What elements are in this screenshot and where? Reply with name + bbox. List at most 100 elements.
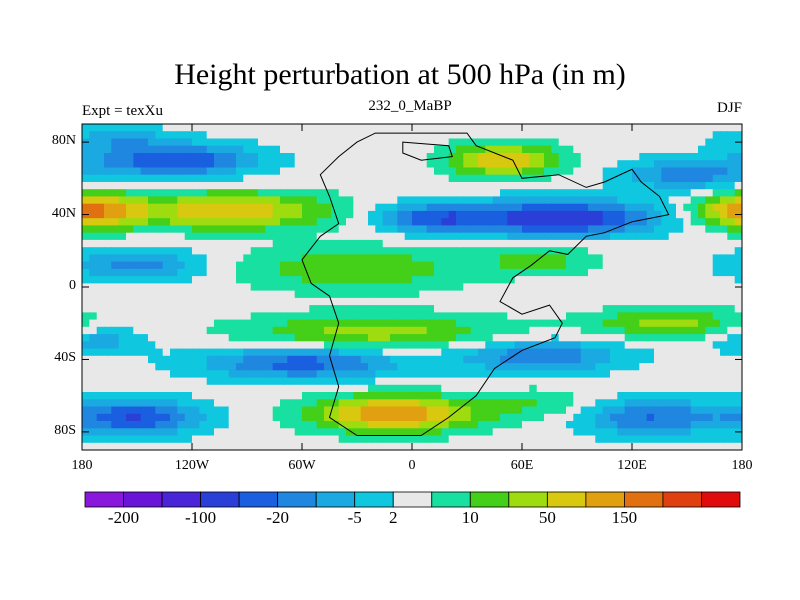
field-cell <box>82 319 90 328</box>
field-cell <box>720 442 728 450</box>
field-cell <box>676 348 684 357</box>
field-cell <box>82 131 90 139</box>
field-cell <box>294 341 303 350</box>
field-cell <box>346 189 354 197</box>
field-cell <box>206 196 215 205</box>
field-cell <box>338 326 347 335</box>
field-cell <box>478 203 486 212</box>
field-cell <box>192 131 200 139</box>
field-cell <box>617 355 626 364</box>
field-cell <box>155 319 164 328</box>
field-cell <box>162 124 171 132</box>
field-cell <box>265 247 274 255</box>
field-cell <box>96 348 105 357</box>
field-cell <box>96 124 105 132</box>
field-cell <box>646 174 655 183</box>
field-cell <box>177 421 186 429</box>
field-cell <box>595 218 604 226</box>
field-cell <box>654 218 662 226</box>
colorbar-label: -5 <box>347 508 362 527</box>
field-cell <box>148 435 156 444</box>
field-cell <box>118 363 127 371</box>
field-cell <box>360 334 369 342</box>
field-cell <box>82 297 90 306</box>
field-cell <box>558 225 567 234</box>
field-cell <box>602 218 611 226</box>
colorbar-box <box>392 491 433 508</box>
field-cell <box>228 319 237 328</box>
x-tick-label: 60E <box>510 458 534 473</box>
field-cell <box>617 428 626 437</box>
field-cell <box>331 290 340 299</box>
field-cell <box>507 428 516 437</box>
field-cell <box>573 218 582 226</box>
field-cell <box>199 355 208 364</box>
field-cell <box>485 319 494 328</box>
field-cell <box>177 363 186 371</box>
field-cell <box>243 384 252 393</box>
field-cell <box>228 341 237 350</box>
field-cell <box>720 196 728 205</box>
field-cell <box>448 203 457 212</box>
field-cell <box>214 239 222 248</box>
field-cell <box>470 268 479 277</box>
field-cell <box>111 421 120 429</box>
field-cell <box>346 392 354 400</box>
field-cell <box>734 305 742 313</box>
field-cell <box>485 276 494 284</box>
field-cell <box>522 160 530 168</box>
field-cell <box>544 225 552 234</box>
field-cell <box>727 153 736 161</box>
pangaea-coastline <box>301 132 670 436</box>
field-cell <box>463 182 472 190</box>
field-cell <box>639 210 648 219</box>
field-cell <box>184 377 193 386</box>
field-cell <box>654 297 662 306</box>
field-cell <box>610 326 618 335</box>
field-cell <box>302 196 310 205</box>
field-cell <box>470 145 479 154</box>
field-cell <box>324 182 332 190</box>
field-cell <box>214 167 222 176</box>
field-cell <box>558 261 567 270</box>
field-cell <box>595 239 604 248</box>
field-cell <box>265 290 274 299</box>
field-cell <box>104 428 112 437</box>
field-cell <box>118 232 127 241</box>
field-cell <box>155 189 164 197</box>
field-cell <box>184 297 193 306</box>
field-cell <box>214 153 222 161</box>
field-cell <box>382 319 391 328</box>
field-cell <box>734 203 742 212</box>
field-cell <box>654 153 662 161</box>
y-tick-label: 40N <box>51 205 76 221</box>
field-cell <box>199 145 208 154</box>
field-cell <box>507 442 516 450</box>
field-cell <box>434 138 442 147</box>
field-cell <box>441 428 450 437</box>
field-cell <box>140 145 149 154</box>
field-cell <box>148 196 156 205</box>
field-cell <box>162 384 171 393</box>
field-cell <box>727 305 736 313</box>
field-cell <box>639 189 648 197</box>
field-cell <box>426 377 435 386</box>
field-cell <box>353 413 362 422</box>
field-cell <box>96 428 105 437</box>
field-cell <box>448 160 457 168</box>
field-cell <box>544 174 552 183</box>
field-cell <box>632 124 640 132</box>
field-cell <box>243 290 252 299</box>
field-cell <box>148 413 156 422</box>
field-cell <box>514 377 523 386</box>
field-cell <box>668 167 677 176</box>
field-cell <box>712 326 721 335</box>
field-cell <box>199 210 208 219</box>
field-cell <box>698 326 706 335</box>
field-cell <box>507 421 516 429</box>
field-cell <box>346 435 354 444</box>
field-cell <box>588 305 596 313</box>
field-cell <box>214 319 222 328</box>
field-cell <box>140 392 149 400</box>
field-cell <box>280 225 288 234</box>
